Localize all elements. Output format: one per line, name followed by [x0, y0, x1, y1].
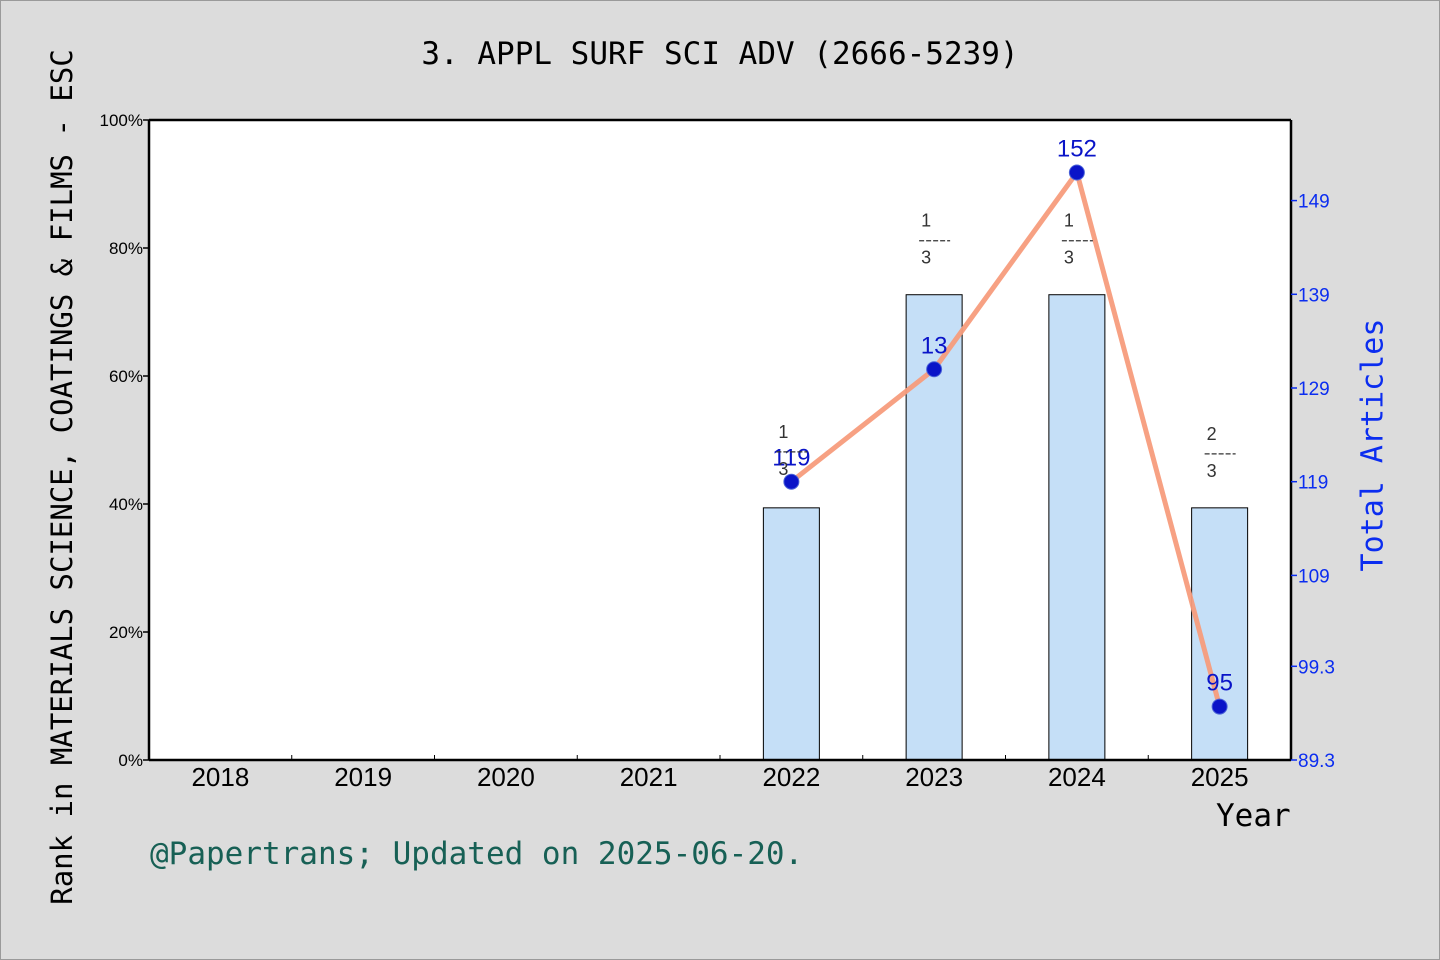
line-value-label-2024: 152 [1057, 135, 1097, 162]
bar-label-denominator-2024: 3 [1064, 248, 1074, 268]
line-point-2024 [1068, 164, 1085, 181]
bar-label-denominator-2025: 3 [1207, 461, 1217, 481]
bar-label-numerator-2024: 1 [1064, 211, 1074, 231]
x-tick-label-2022: 2022 [762, 762, 820, 792]
bar-2024 [1048, 294, 1106, 761]
line-value-label-2025: 95 [1206, 670, 1233, 697]
line-series-total-articles [789, 169, 1223, 708]
y2-tick-label: 89.3 [1298, 751, 1335, 772]
bar-2022 [762, 507, 820, 761]
bar-label-denominator-2022: 3 [778, 459, 788, 479]
bar-label-denominator-2023: 3 [921, 248, 931, 268]
x-tick-label-2019: 2019 [334, 762, 392, 792]
y-tick-label: 0% [118, 751, 143, 770]
line-value-label-2023: 13 [921, 332, 948, 359]
line-point-2025 [1211, 698, 1228, 715]
bar-label-numerator-2025: 2 [1207, 424, 1217, 444]
chart-title: 3. APPL SURF SCI ADV (2666-5239) [421, 36, 1019, 72]
y-tick-label: 60% [109, 367, 143, 386]
x-tick-label-2025: 2025 [1191, 762, 1249, 792]
y-tick-label: 20% [109, 623, 143, 642]
footer-credit: @Papertrans; Updated on 2025-06-20. [150, 836, 804, 872]
x-tick-label-2021: 2021 [620, 762, 678, 792]
y2-tick-label: 129 [1298, 379, 1330, 400]
bar-label-numerator-2023: 1 [921, 211, 931, 231]
x-tick-label-2018: 2018 [191, 762, 249, 792]
plot-background [149, 120, 1291, 760]
y-tick-label: 100% [100, 111, 143, 130]
x-tick-label-2024: 2024 [1048, 762, 1106, 792]
y-tick-label: 80% [109, 239, 143, 258]
line-point-2023 [926, 361, 943, 378]
y2-tick-label: 99.3 [1298, 657, 1335, 678]
y2-tick-label: 109 [1298, 566, 1330, 587]
y2-tick-label: 119 [1298, 473, 1328, 494]
y-tick-label: 40% [109, 495, 143, 514]
bar-label-numerator-2022: 1 [778, 422, 788, 442]
y2-tick-label: 139 [1298, 285, 1330, 306]
x-tick-label-2023: 2023 [905, 762, 963, 792]
x-tick-label-2020: 2020 [477, 762, 535, 792]
line-value-label-2022: 119 [772, 445, 810, 472]
x-axis-label: Year [1216, 798, 1291, 834]
line-point-2022 [783, 473, 800, 490]
y2-tick-label: 149 [1298, 192, 1330, 213]
